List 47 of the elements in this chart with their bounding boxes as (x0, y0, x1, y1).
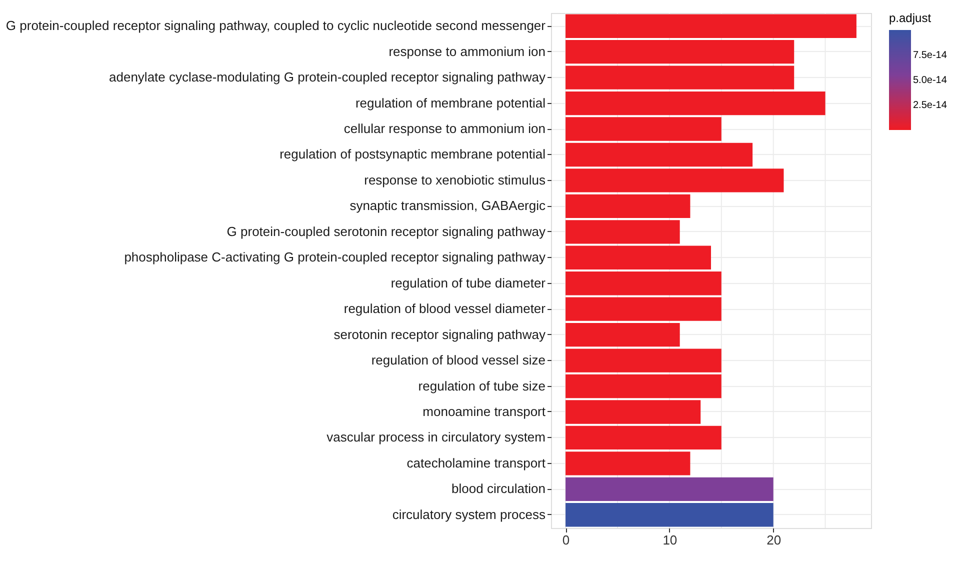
y-tick-label: response to ammonium ion (388, 44, 546, 59)
bar (566, 220, 680, 244)
bar (566, 477, 774, 501)
bar (566, 452, 690, 476)
y-tick-label: serotonin receptor signaling pathway (334, 326, 546, 342)
bar (566, 91, 826, 116)
y-tick-label: blood circulation (452, 481, 546, 496)
y-tick-label: regulation of postsynaptic membrane potential (280, 146, 546, 162)
color-bar-label: 7.5e-14 (913, 50, 948, 61)
color-bar-title: p.adjust (889, 11, 932, 25)
y-tick-label: regulation of blood vessel size (371, 352, 546, 368)
color-bar-label: 5.0e-14 (913, 75, 948, 86)
y-tick-label: regulation of tube size (418, 378, 546, 394)
x-tick-label: 20 (766, 532, 782, 548)
y-tick-label: response to xenobiotic stimulus (364, 172, 546, 188)
y-tick-label: cellular response to ammonium ion (344, 121, 546, 136)
bar (566, 400, 701, 424)
x-tick-label: 0 (562, 532, 570, 548)
bar (566, 297, 722, 321)
bar (566, 348, 722, 372)
bar (566, 194, 690, 218)
y-tick-label: catecholamine transport (406, 455, 546, 470)
bar (566, 503, 774, 527)
y-tick-label: G protein-coupled serotonin receptor signaling pathway (226, 224, 546, 239)
y-tick-label: G protein-coupled receptor signaling pathway, coupled to cyclic nucleotide second messenger (6, 18, 546, 34)
y-tick-label: phospholipase C-activating G protein-coupled receptor signaling pathway (124, 250, 546, 265)
y-tick-label: synaptic transmission, GABAergic (350, 198, 546, 214)
bar (566, 246, 711, 270)
bar (566, 40, 794, 64)
y-tick-label: regulation of membrane potential (355, 95, 546, 110)
y-tick-label: adenylate cyclase-modulating G protein-coupled receptor signaling pathway (109, 70, 546, 85)
bar (566, 374, 722, 398)
bar (566, 168, 784, 192)
y-tick-label: regulation of tube diameter (390, 275, 546, 290)
bar (566, 322, 680, 347)
bar (566, 66, 794, 90)
y-tick-label: regulation of blood vessel diameter (344, 301, 546, 316)
y-tick-label: monoamine transport (422, 404, 546, 419)
bar (566, 426, 722, 450)
x-tick-label: 10 (662, 532, 678, 548)
y-tick-label: vascular process in circulatory system (326, 430, 546, 445)
bar (566, 117, 722, 141)
bar (566, 14, 856, 38)
color-bar-label: 2.5e-14 (913, 100, 948, 111)
y-tick-label: circulatory system process (392, 506, 546, 522)
bar (566, 142, 753, 167)
bar (566, 272, 722, 296)
